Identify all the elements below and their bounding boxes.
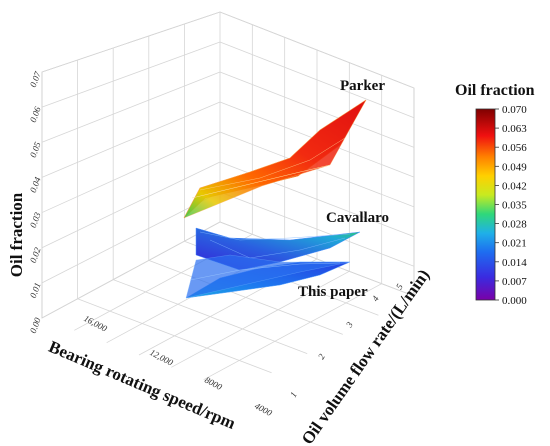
colorbar-tick-label: 0.056 [502, 142, 527, 154]
colorbar-tick-label: 0.049 [502, 161, 527, 173]
colorbar-tick-label: 0.070 [502, 104, 527, 116]
z-tick-label: 0.07 [28, 70, 43, 89]
z-tick-label: 0.03 [28, 210, 43, 229]
x-tick-label: 8000 [203, 375, 224, 393]
y-tick-label: 5 [394, 282, 405, 291]
colorbar-tick-label: 0.063 [502, 123, 527, 135]
x-tick-label: 16,000 [82, 313, 109, 334]
x-tick-label: 12,000 [148, 347, 175, 368]
label-cavallaro: Cavallaro [326, 210, 389, 226]
z-tick-label: 0.02 [28, 246, 43, 265]
z-tick-label: 0.04 [28, 175, 43, 194]
z-axis-label: Oil fraction [7, 192, 26, 277]
y-tick-label: 3 [343, 320, 355, 330]
colorbar-tick-label: 0.042 [502, 180, 527, 192]
colorbar-tick-label: 0.021 [502, 238, 527, 250]
colorbar-title: Oil fraction [455, 82, 535, 99]
y-tick-label: 1 [288, 390, 299, 399]
y-axis-ticks: 1 2 3 4 5 [288, 282, 405, 399]
z-tick-label: 0.00 [28, 316, 43, 335]
colorbar-tick-label: 0.000 [502, 295, 527, 307]
z-tick-label: 0.06 [28, 105, 43, 124]
surface-this-paper [185, 254, 351, 299]
label-this-paper: This paper [298, 284, 368, 300]
y-tick-label: 2 [316, 352, 327, 361]
z-tick-label: 0.01 [28, 281, 43, 299]
colorbar-tick-label: 0.028 [502, 219, 527, 231]
colorbar-tick-label: 0.007 [502, 276, 527, 288]
y-tick-label: 4 [370, 294, 381, 303]
z-axis-ticks: 0.00 0.01 0.02 0.03 0.04 0.05 0.06 0.07 [28, 70, 43, 335]
surface-parker [183, 99, 367, 219]
colorbar-tick-label: 0.014 [502, 257, 527, 269]
label-parker: Parker [340, 78, 385, 94]
colorbar [475, 108, 496, 301]
colorbar-tick-label: 0.035 [502, 200, 527, 212]
z-tick-label: 0.05 [28, 140, 43, 159]
x-tick-label: 4000 [253, 401, 274, 419]
colorbar-ticks: 0.070 0.063 0.056 0.049 0.042 0.035 0.028 0.021… [495, 104, 527, 307]
